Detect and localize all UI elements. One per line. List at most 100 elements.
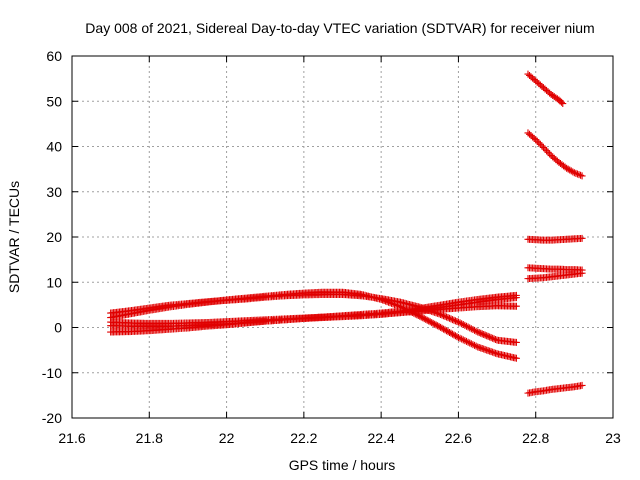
data-point xyxy=(512,294,520,302)
data-point xyxy=(377,295,385,303)
data-point xyxy=(444,328,452,336)
data-point xyxy=(379,296,387,304)
data-point xyxy=(462,322,470,330)
data-point xyxy=(578,381,586,389)
plot-frame xyxy=(71,55,614,419)
data-point xyxy=(454,333,462,341)
marks-layer xyxy=(107,70,586,397)
data-point xyxy=(512,338,520,346)
data-point xyxy=(466,339,474,347)
data-point xyxy=(477,329,485,337)
data-point xyxy=(426,318,434,326)
x-axis-title: GPS time / hours xyxy=(289,457,396,473)
data-series xyxy=(524,234,586,244)
data-point xyxy=(443,313,451,321)
data-point xyxy=(446,314,454,322)
data-series xyxy=(107,294,520,330)
y-tick-label: -20 xyxy=(42,410,62,426)
data-point xyxy=(573,170,581,178)
data-point xyxy=(419,314,427,322)
data-point xyxy=(469,326,477,334)
data-point xyxy=(389,300,397,308)
data-point xyxy=(422,315,430,323)
data-point xyxy=(467,340,475,348)
data-point xyxy=(535,139,543,147)
x-tick-label: 22.2 xyxy=(290,430,317,446)
y-axis-title: SDTVAR / TECUs xyxy=(6,181,22,293)
axis-layer: 21.6 21.8 22 22.2 22.4 22.6 22.8 23 -20 -10 0 10 20 3… xyxy=(42,48,621,446)
data-point xyxy=(417,313,425,321)
data-point xyxy=(440,325,448,333)
data-point xyxy=(538,142,546,150)
data-point xyxy=(382,297,390,305)
data-point xyxy=(464,323,472,331)
data-point xyxy=(432,321,440,329)
data-point xyxy=(512,354,520,362)
data-point xyxy=(578,234,586,242)
y-tick-label: 40 xyxy=(46,139,62,155)
data-point xyxy=(423,316,431,324)
data-point xyxy=(438,324,446,332)
data-point xyxy=(480,331,488,339)
data-point xyxy=(484,332,492,340)
data-point xyxy=(472,342,480,350)
y-tick-label: 60 xyxy=(46,48,62,64)
data-point xyxy=(453,333,461,341)
data-point xyxy=(380,297,388,305)
data-point xyxy=(438,311,446,319)
data-point xyxy=(490,335,498,343)
data-series xyxy=(524,70,567,108)
data-point xyxy=(429,319,437,327)
x-tick-label: 23 xyxy=(605,430,621,446)
data-point xyxy=(486,333,494,341)
grid-layer xyxy=(72,56,613,418)
data-point xyxy=(467,325,475,333)
data-point xyxy=(420,315,428,323)
data-point xyxy=(575,171,583,179)
data-point xyxy=(437,323,445,331)
data-point xyxy=(458,320,466,328)
data-series xyxy=(524,381,586,397)
data-point xyxy=(388,299,396,307)
x-tick-label: 22 xyxy=(219,430,235,446)
data-point xyxy=(450,331,458,339)
x-tick-label: 22.6 xyxy=(445,430,472,446)
data-series xyxy=(107,288,520,362)
data-point xyxy=(441,326,449,334)
data-point xyxy=(441,312,449,320)
data-point xyxy=(478,330,486,338)
data-point xyxy=(469,341,477,349)
data-point xyxy=(451,332,459,340)
data-point xyxy=(459,321,467,329)
data-point xyxy=(472,327,480,335)
y-tick-label: -10 xyxy=(42,365,62,381)
data-series xyxy=(524,129,586,180)
data-point xyxy=(385,298,393,306)
data-point xyxy=(570,169,578,177)
data-point xyxy=(456,334,464,342)
data-point xyxy=(461,321,469,329)
data-point xyxy=(577,171,585,179)
y-tick-label: 0 xyxy=(54,320,62,336)
data-point xyxy=(487,334,495,342)
data-point xyxy=(435,323,443,331)
data-series xyxy=(524,264,586,274)
data-point xyxy=(512,302,520,310)
data-point xyxy=(458,335,466,343)
data-point xyxy=(492,336,500,344)
data-point xyxy=(483,332,491,340)
x-tick-label: 21.8 xyxy=(136,430,163,446)
data-point xyxy=(391,300,399,308)
data-point xyxy=(446,328,454,336)
x-tick-label: 22.4 xyxy=(368,430,395,446)
data-point xyxy=(578,269,586,277)
y-tick-label: 20 xyxy=(46,229,62,245)
data-point xyxy=(474,328,482,336)
data-point xyxy=(572,169,580,177)
y-tick-label: 50 xyxy=(46,93,62,109)
data-point xyxy=(464,338,472,346)
data-point xyxy=(393,302,401,310)
data-point xyxy=(536,140,544,148)
data-point xyxy=(471,341,479,349)
